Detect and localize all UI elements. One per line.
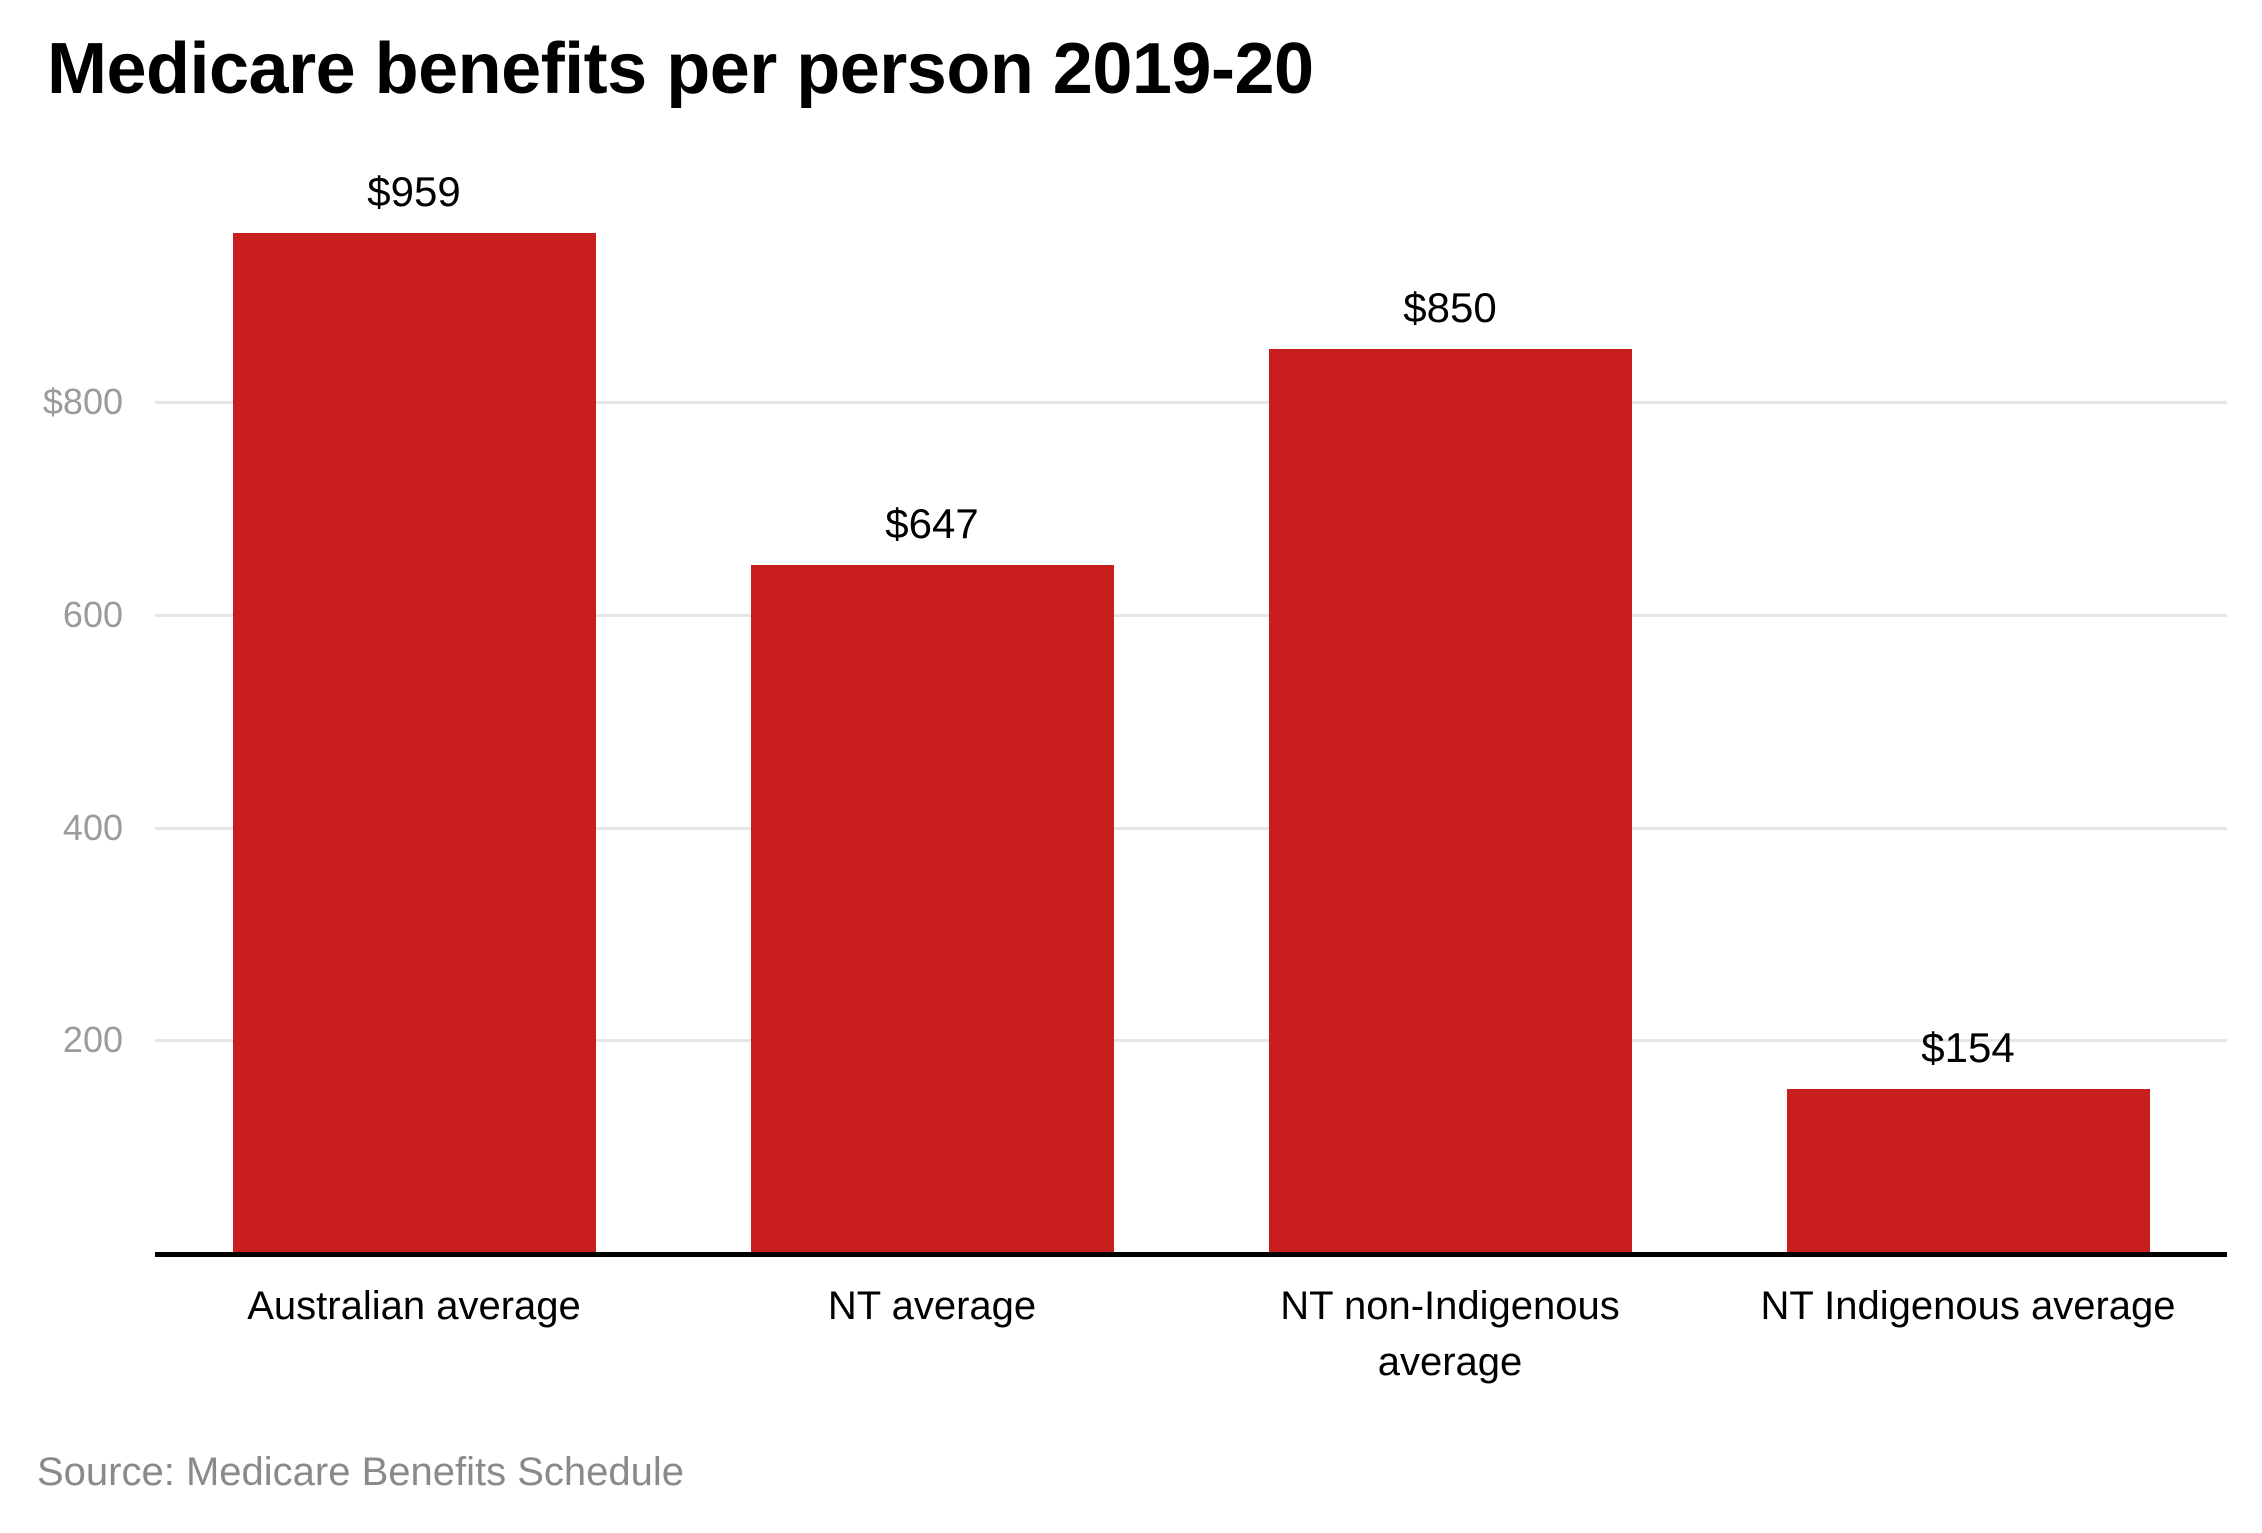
y-tick-label-400: 400: [62, 807, 123, 848]
bar-value-label-australian-average: $959: [367, 168, 461, 215]
bar-australian-average: [233, 233, 596, 1253]
bar-value-label-nt-indigenous-average: $154: [1921, 1024, 2015, 1071]
gridline-400: [155, 827, 2227, 830]
x-axis-label-nt-average: NT average: [827, 1284, 1037, 1328]
x-axis-label-nt-indigenous-average: NT Indigenous average: [1760, 1284, 2176, 1328]
source-note: Source: Medicare Benefits Schedule: [37, 1450, 685, 1494]
x-axis-line: [155, 1252, 2227, 1257]
gridline-200: [155, 1039, 2227, 1042]
x-axis-label-australian-average: Australian average: [247, 1284, 581, 1328]
y-tick-label-200: 200: [62, 1019, 123, 1060]
bar-nt-average: [751, 565, 1114, 1253]
gridline-800: [155, 401, 2227, 404]
bar-value-label-nt-non-indigenous-average: $850: [1403, 284, 1497, 331]
y-tick-label-600: 600: [62, 594, 123, 635]
y-tick-label-800: $800: [42, 381, 123, 422]
x-axis-label-nt-non-indigenous-average: NT non-Indigenous average: [1280, 1284, 1620, 1384]
bar-value-label-nt-average: $647: [885, 500, 979, 547]
bar-nt-non-indigenous-average: [1269, 349, 1632, 1253]
chart-title: Medicare benefits per person 2019-20: [47, 29, 1314, 109]
gridline-600: [155, 614, 2227, 617]
bar-nt-indigenous-average: [1787, 1089, 2150, 1253]
